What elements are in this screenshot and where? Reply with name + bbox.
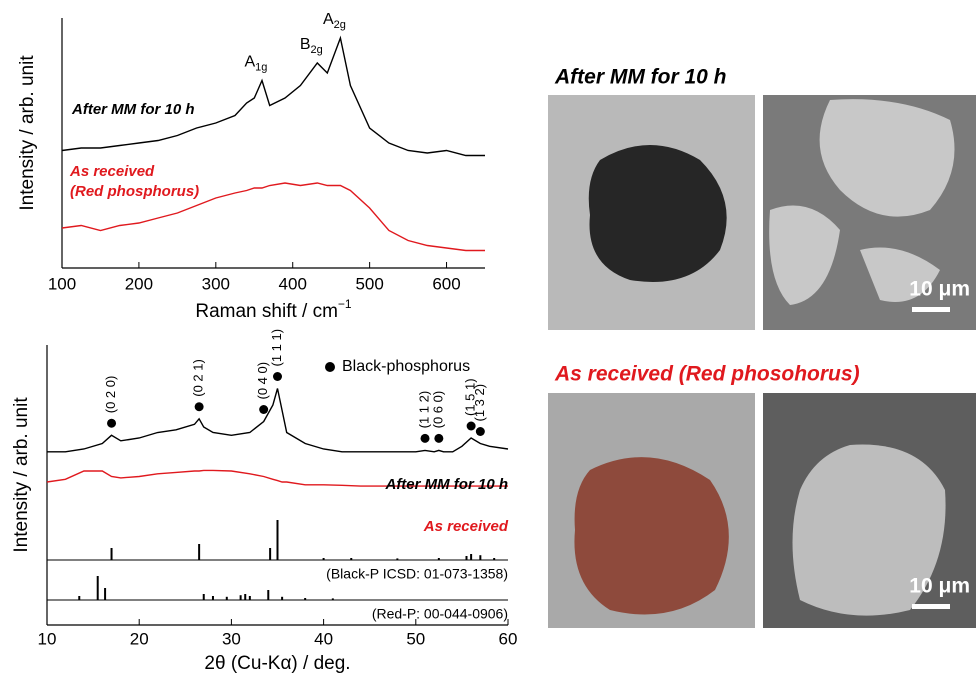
series-label: After MM for 10 h [71,101,195,118]
x-tick-label: 200 [125,274,153,293]
peak-marker [420,433,430,443]
series-label: After MM for 10 h [384,476,508,493]
series-line [61,182,485,252]
sem-particles [769,99,955,306]
x-axis-label: 2θ (Cu-Kα) / deg. [204,653,350,674]
peak-label: (0 2 1) [191,359,206,397]
x-tick-label: 50 [406,629,425,648]
peak-label: A1g [245,54,268,74]
photos: After MM for 10 h As received (Red phoso… [548,66,976,628]
peak-marker [475,427,485,436]
x-tick-label: 10 [38,629,57,648]
sem-particle [792,444,946,616]
scale-label: 10 μm [909,575,970,598]
y-axis-label: Intensity / arb. unit [17,55,38,211]
peak-label: (0 6 0) [430,391,445,429]
x-tick-label: 400 [279,274,307,293]
x-tick-label: 60 [499,629,518,648]
x-tick-label: 100 [48,274,76,293]
reference-label: (Red-P: 00-044-0906) [372,606,508,622]
x-tick-label: 300 [202,274,230,293]
x-tick-label: 600 [432,274,460,293]
peak-label: (1 5 1) [463,378,478,416]
peak-marker [466,421,476,431]
peak-label-main: A [323,11,334,28]
peak-marker [273,372,282,381]
x-axis-label: Raman shift / cm−1 [195,297,352,322]
peak-label: B2g [300,36,323,56]
series-line [47,388,509,453]
peak-label: (1 1 1) [269,329,284,367]
peak-label-main: A [245,54,256,71]
series-label: (Red phosphorus) [70,183,199,200]
photo-title: As received (Red phosohorus) [554,363,860,386]
series-label: As received [69,163,155,180]
peak-marker [434,433,444,443]
peak-label-sub: 2g [334,19,346,31]
peak-label: (0 4 0) [255,362,270,400]
peak-label: (1 3 2) [472,384,487,422]
peak-marker [259,405,269,414]
x-tick-label: 40 [314,629,333,648]
x-tick-label: 20 [130,629,149,648]
x-tick-label: 500 [355,274,383,293]
peak-label-main: B [300,36,311,53]
series-line [46,469,508,487]
powder-black [588,145,727,282]
peak-label: (1 1 2) [416,391,431,429]
peak-label: A2g [323,11,346,31]
peak-label: (0 2 0) [103,376,118,414]
scale-label: 10 μm [909,278,970,301]
peak-label-sub: 1g [255,61,267,73]
powder-red [574,457,729,615]
x-tick-label: 30 [222,629,241,648]
photo-title: After MM for 10 h [554,66,727,89]
scale-bar [912,307,950,312]
legend-marker [325,362,335,372]
peak-label-sub: 2g [311,44,323,56]
legend-label: Black-phosphorus [342,358,470,375]
y-axis-label: Intensity / arb. unit [11,397,32,553]
series-label: As received [423,518,509,535]
x-axis-label-sup: −1 [338,297,352,311]
x-axis-label-text: 2θ (Cu-Kα) / deg. [204,653,350,674]
peak-marker [107,418,117,428]
reference-label: (Black-P ICSD: 01-073-1358) [326,566,508,582]
x-axis-label-text: Raman shift / cm [195,301,338,322]
peak-marker [194,402,204,412]
scale-bar [912,604,950,609]
series-line [61,35,485,157]
